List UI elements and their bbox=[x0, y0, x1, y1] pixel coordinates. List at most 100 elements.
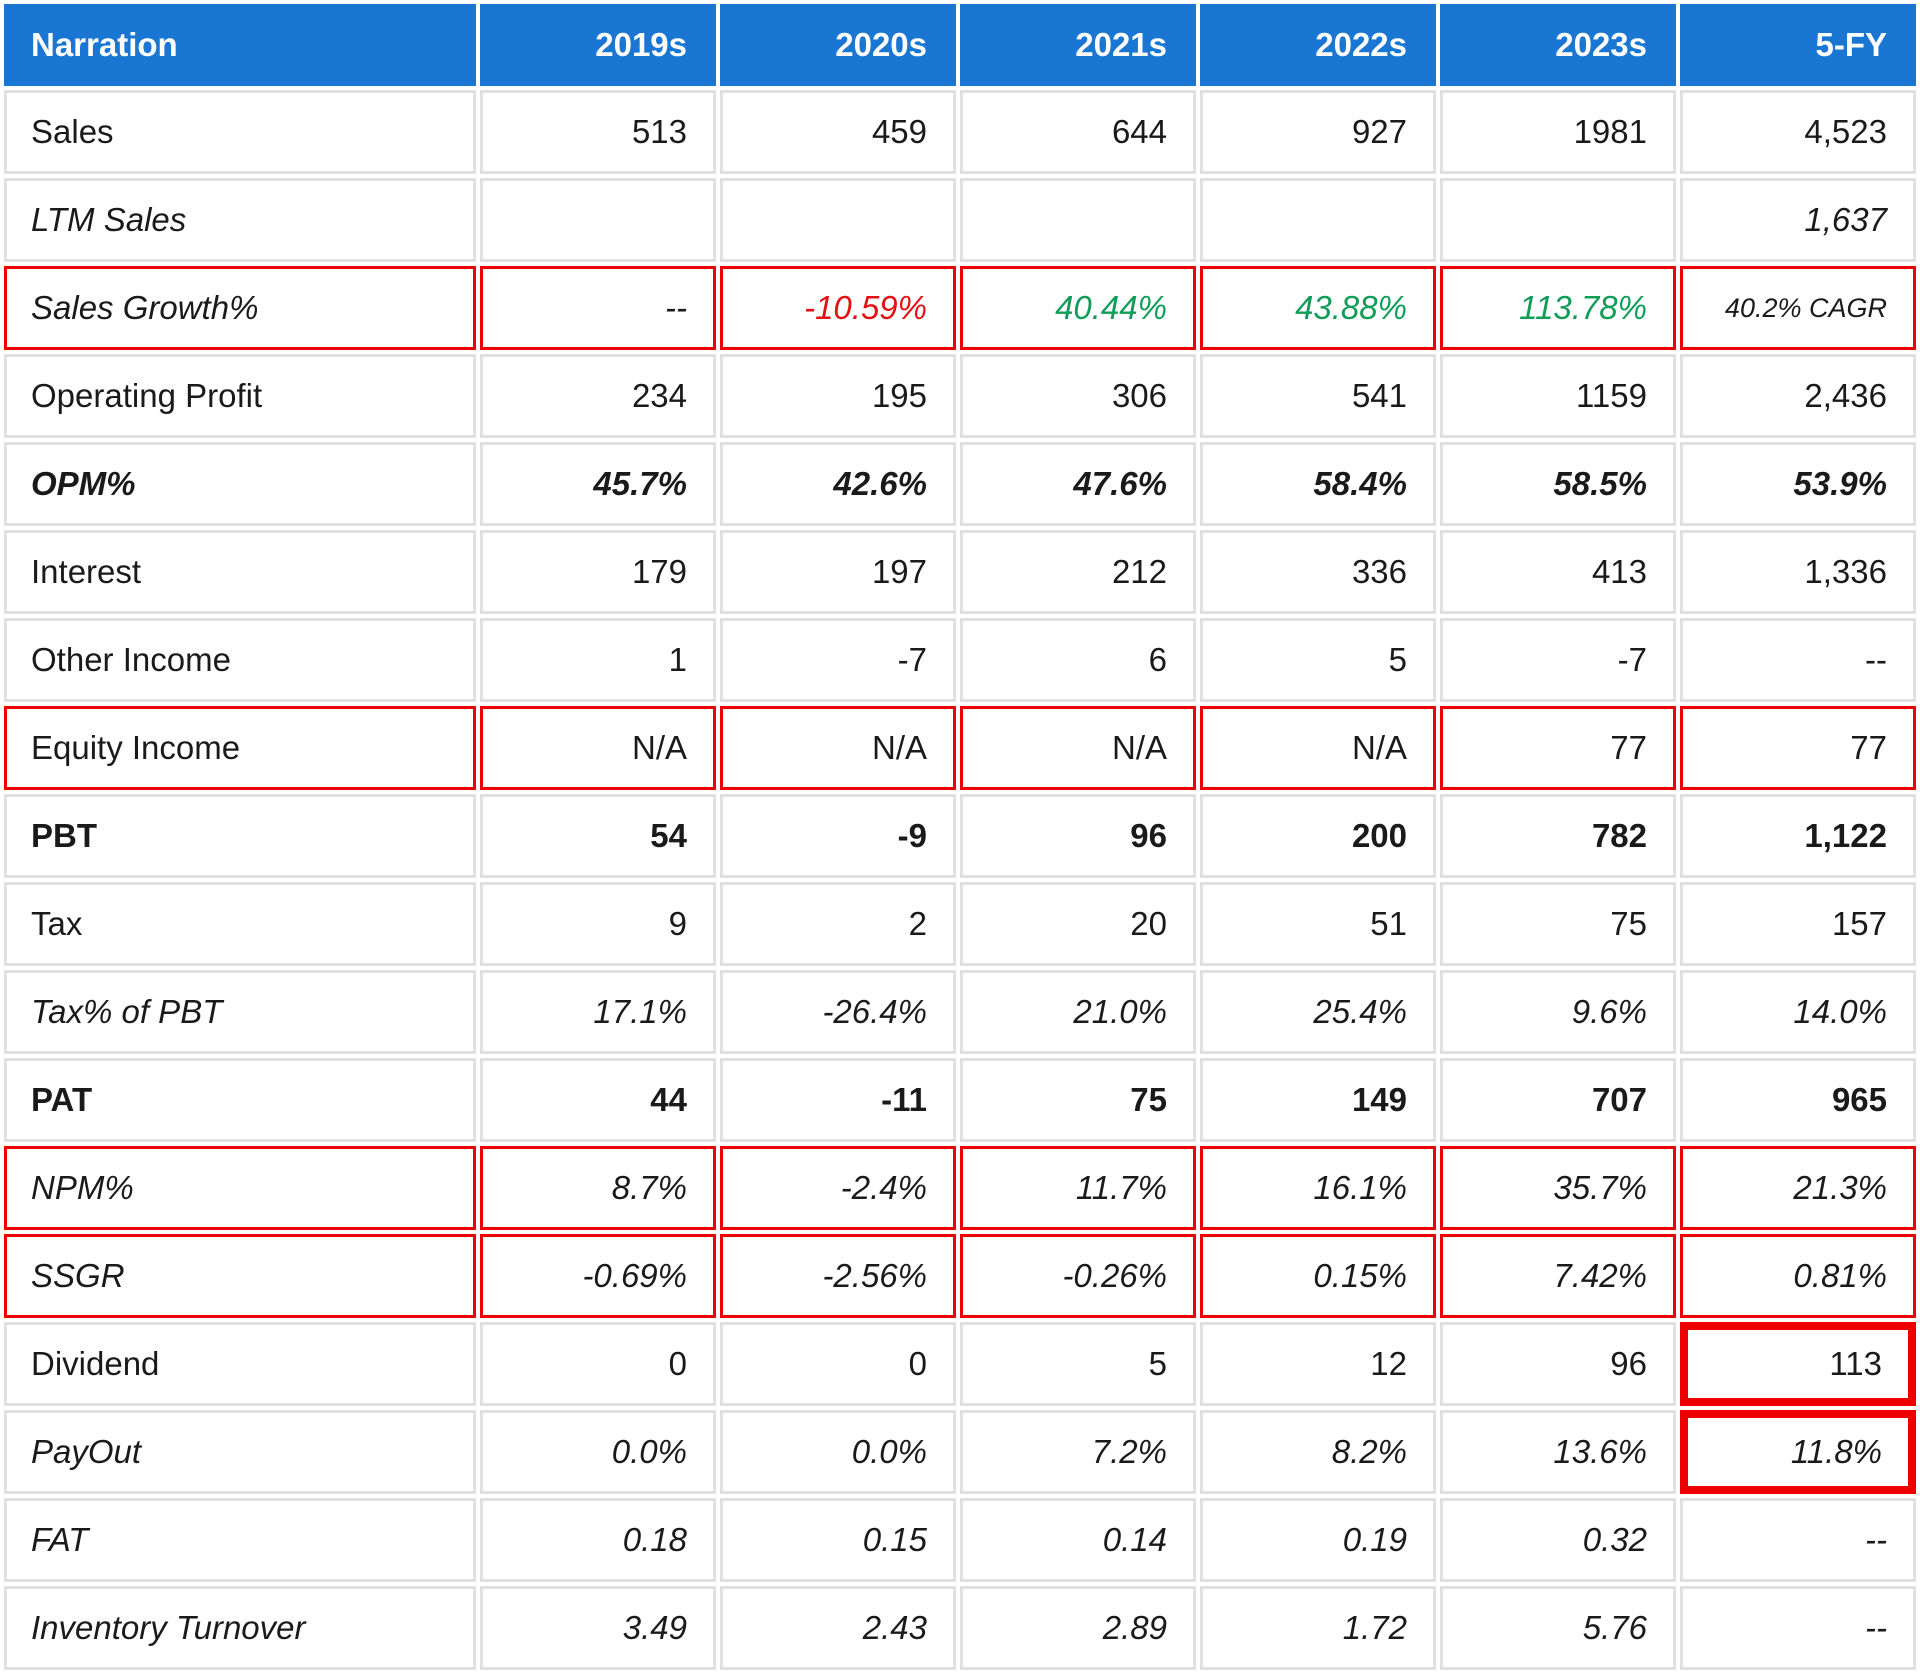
cell-value: N/A bbox=[480, 706, 716, 790]
row-label: Tax bbox=[4, 882, 476, 966]
cell-value: 1,336 bbox=[1680, 530, 1916, 614]
cell-value: 0.15 bbox=[720, 1498, 956, 1582]
cell-value: 0.0% bbox=[720, 1410, 956, 1494]
cell-value: 1 bbox=[480, 618, 716, 702]
cell-value: 4,523 bbox=[1680, 90, 1916, 174]
cell-value: 35.7% bbox=[1440, 1146, 1676, 1230]
cell-value: -- bbox=[1680, 618, 1916, 702]
table-row: PBT 54 -9 96 200 782 1,122 bbox=[4, 794, 1916, 878]
cell-value: 1981 bbox=[1440, 90, 1676, 174]
cell-value bbox=[480, 178, 716, 262]
cell-value: 12 bbox=[1200, 1322, 1436, 1406]
cell-value bbox=[960, 178, 1196, 262]
table-row: SSGR -0.69% -2.56% -0.26% 0.15% 7.42% 0.81% bbox=[4, 1234, 1916, 1318]
cell-value: 1,637 bbox=[1680, 178, 1916, 262]
header-5fy: 5-FY bbox=[1680, 4, 1916, 86]
table-row: Equity Income N/A N/A N/A N/A 77 77 bbox=[4, 706, 1916, 790]
cell-value: 58.4% bbox=[1200, 442, 1436, 526]
cell-value bbox=[1440, 178, 1676, 262]
cell-value: 96 bbox=[960, 794, 1196, 878]
cell-value: 42.6% bbox=[720, 442, 956, 526]
table-body: Sales 513 459 644 927 1981 4,523 LTM Sales 1,637… bbox=[4, 90, 1916, 1670]
cell-value: 197 bbox=[720, 530, 956, 614]
cell-value: N/A bbox=[1200, 706, 1436, 790]
header-row: Narration 2019s 2020s 2021s 2022s 2023s … bbox=[4, 4, 1916, 86]
cell-value: -7 bbox=[720, 618, 956, 702]
cell-value: 0 bbox=[720, 1322, 956, 1406]
row-label: Dividend bbox=[4, 1322, 476, 1406]
cell-value: 782 bbox=[1440, 794, 1676, 878]
cell-value: 47.6% bbox=[960, 442, 1196, 526]
cell-value: -2.56% bbox=[720, 1234, 956, 1318]
table-row: NPM% 8.7% -2.4% 11.7% 16.1% 35.7% 21.3% bbox=[4, 1146, 1916, 1230]
row-label: Inventory Turnover bbox=[4, 1586, 476, 1670]
cell-value: 9.6% bbox=[1440, 970, 1676, 1054]
cell-value: -11 bbox=[720, 1058, 956, 1142]
cell-value: 1159 bbox=[1440, 354, 1676, 438]
row-label: Sales Growth% bbox=[4, 266, 476, 350]
cell-value: 0.15% bbox=[1200, 1234, 1436, 1318]
cell-value: 2.89 bbox=[960, 1586, 1196, 1670]
table-row: Sales 513 459 644 927 1981 4,523 bbox=[4, 90, 1916, 174]
row-label: FAT bbox=[4, 1498, 476, 1582]
header-narration: Narration bbox=[4, 4, 476, 86]
cell-value: 7.42% bbox=[1440, 1234, 1676, 1318]
cell-value: 212 bbox=[960, 530, 1196, 614]
table-row: Interest 179 197 212 336 413 1,336 bbox=[4, 530, 1916, 614]
row-label: LTM Sales bbox=[4, 178, 476, 262]
row-label: NPM% bbox=[4, 1146, 476, 1230]
cell-value: 96 bbox=[1440, 1322, 1676, 1406]
table-row: Other Income 1 -7 6 5 -7 -- bbox=[4, 618, 1916, 702]
cell-value: 113.78% bbox=[1440, 266, 1676, 350]
cell-value: 5.76 bbox=[1440, 1586, 1676, 1670]
cell-value: 75 bbox=[960, 1058, 1196, 1142]
cell-value bbox=[1200, 178, 1436, 262]
cell-value: -7 bbox=[1440, 618, 1676, 702]
cell-value: 2.43 bbox=[720, 1586, 956, 1670]
cell-value: -26.4% bbox=[720, 970, 956, 1054]
cell-value: 0.14 bbox=[960, 1498, 1196, 1582]
cell-value: 17.1% bbox=[480, 970, 716, 1054]
cell-value: 11.7% bbox=[960, 1146, 1196, 1230]
cell-value: 927 bbox=[1200, 90, 1436, 174]
cell-value: 21.0% bbox=[960, 970, 1196, 1054]
cell-value: 51 bbox=[1200, 882, 1436, 966]
table-row: Tax 9 2 20 51 75 157 bbox=[4, 882, 1916, 966]
cell-value: -- bbox=[480, 266, 716, 350]
header-2023s: 2023s bbox=[1440, 4, 1676, 86]
cell-value: 0.18 bbox=[480, 1498, 716, 1582]
table-row: Inventory Turnover 3.49 2.43 2.89 1.72 5.76 -- bbox=[4, 1586, 1916, 1670]
cell-value: 306 bbox=[960, 354, 1196, 438]
row-label: Sales bbox=[4, 90, 476, 174]
cell-value: 234 bbox=[480, 354, 716, 438]
row-label: Equity Income bbox=[4, 706, 476, 790]
cell-value: 5 bbox=[960, 1322, 1196, 1406]
cell-value: 541 bbox=[1200, 354, 1436, 438]
cell-value: 0.81% bbox=[1680, 1234, 1916, 1318]
cell-value: 0.32 bbox=[1440, 1498, 1676, 1582]
cell-value: 43.88% bbox=[1200, 266, 1436, 350]
cell-value: 3.49 bbox=[480, 1586, 716, 1670]
row-label: Other Income bbox=[4, 618, 476, 702]
cell-value: 5 bbox=[1200, 618, 1436, 702]
header-2022s: 2022s bbox=[1200, 4, 1436, 86]
cell-value: 53.9% bbox=[1680, 442, 1916, 526]
cell-value: 77 bbox=[1680, 706, 1916, 790]
cell-value: -- bbox=[1680, 1586, 1916, 1670]
cell-value: 16.1% bbox=[1200, 1146, 1436, 1230]
row-label: Operating Profit bbox=[4, 354, 476, 438]
cell-value: 20 bbox=[960, 882, 1196, 966]
row-label: Interest bbox=[4, 530, 476, 614]
cell-value: 200 bbox=[1200, 794, 1436, 878]
cell-value: 513 bbox=[480, 90, 716, 174]
cell-value: 1.72 bbox=[1200, 1586, 1436, 1670]
cell-value: 113 bbox=[1680, 1322, 1916, 1406]
cell-value: 644 bbox=[960, 90, 1196, 174]
cell-value: -9 bbox=[720, 794, 956, 878]
cell-value: -0.26% bbox=[960, 1234, 1196, 1318]
table-row: FAT 0.18 0.15 0.14 0.19 0.32 -- bbox=[4, 1498, 1916, 1582]
cell-value: 44 bbox=[480, 1058, 716, 1142]
cell-value: 77 bbox=[1440, 706, 1676, 790]
header-2019s: 2019s bbox=[480, 4, 716, 86]
